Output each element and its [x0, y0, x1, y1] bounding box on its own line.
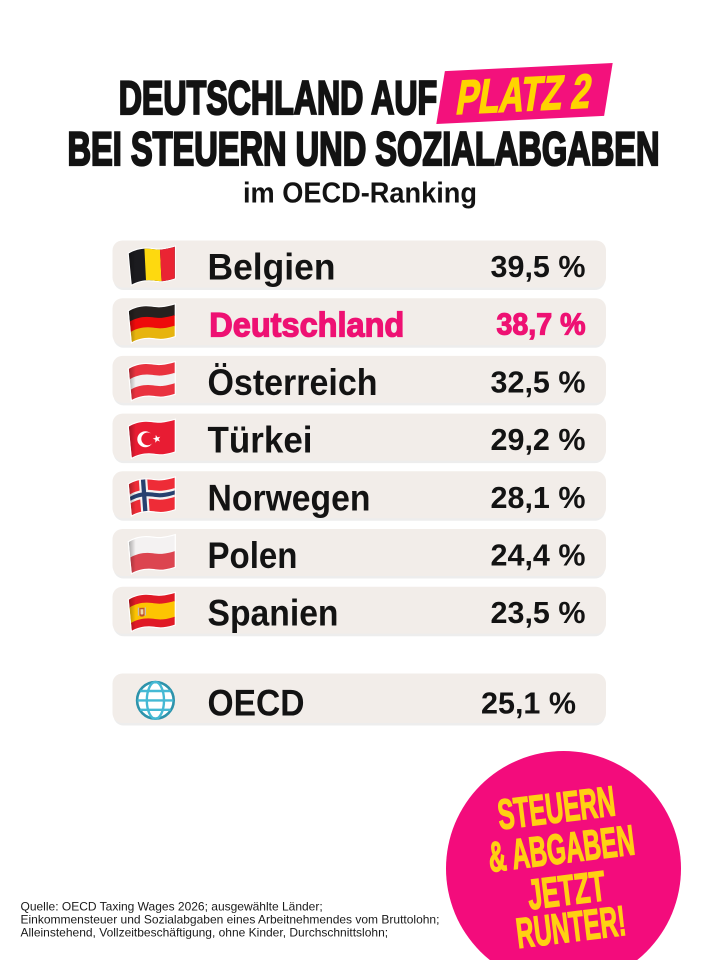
svg-text:Norwegen: Norwegen [208, 477, 371, 518]
svg-text:25,1 %: 25,1 % [481, 687, 576, 721]
svg-text:OECD: OECD [208, 683, 305, 724]
svg-text:BEI STEUERN UND SOZIALABGABEN: BEI STEUERN UND SOZIALABGABEN [68, 123, 660, 176]
svg-text:38,7 %: 38,7 % [497, 308, 586, 342]
svg-text:Belgien: Belgien [208, 247, 336, 288]
svg-text:im OECD-Ranking: im OECD-Ranking [243, 178, 477, 210]
svg-text:28,1 %: 28,1 % [491, 481, 586, 515]
svg-text:DEUTSCHLAND AUF: DEUTSCHLAND AUF [119, 72, 438, 125]
svg-text:Polen: Polen [208, 535, 298, 576]
svg-text:Österreich: Österreich [208, 362, 378, 403]
svg-text:Alleinstehend, Vollzeitbeschäf: Alleinstehend, Vollzeitbeschäftigung, oh… [21, 926, 389, 940]
svg-text:32,5 %: 32,5 % [491, 365, 586, 399]
svg-text:39,5 %: 39,5 % [491, 250, 586, 284]
svg-text:29,2 %: 29,2 % [491, 423, 586, 457]
svg-text:Quelle: OECD Taxing Wages 2026: Quelle: OECD Taxing Wages 2026; ausgewäh… [21, 900, 323, 914]
svg-text:PLATZ 2: PLATZ 2 [453, 65, 595, 124]
svg-text:Türkei: Türkei [208, 420, 313, 461]
svg-text:23,5 %: 23,5 % [491, 596, 586, 630]
svg-text:JETZT: JETZT [525, 863, 608, 919]
svg-text:24,4 %: 24,4 % [491, 539, 586, 573]
svg-text:Einkommensteuer und Sozialabga: Einkommensteuer und Sozialabgaben eines … [21, 913, 440, 927]
svg-text:Deutschland: Deutschland [209, 307, 404, 345]
svg-text:Spanien: Spanien [208, 593, 339, 634]
